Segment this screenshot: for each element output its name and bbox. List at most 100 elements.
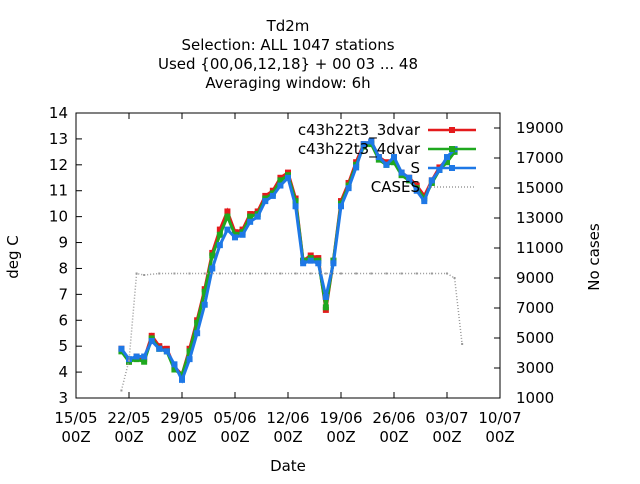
data-point-21 [269, 192, 276, 199]
cases-point-9 [218, 272, 221, 275]
data-point-22 [277, 177, 284, 184]
x-tick-label: 00Z [114, 428, 143, 446]
cases-point-6 [173, 272, 176, 275]
data-point-27 [315, 260, 322, 267]
cases-point-4 [143, 274, 146, 276]
legend-marker-2 [449, 146, 455, 152]
cases-point-25 [453, 277, 456, 279]
x-tick-label: 22/05 [107, 409, 150, 427]
data-point-18 [247, 218, 254, 225]
cases-point-22 [415, 272, 418, 275]
data-point-34 [368, 138, 375, 145]
cases-point-21 [400, 272, 403, 275]
x-tick-label: 00Z [379, 428, 408, 446]
cases-point-7 [188, 272, 191, 275]
cases-point-12 [264, 272, 267, 275]
data-point-11 [194, 319, 201, 326]
y-axis-label: deg C [4, 235, 22, 279]
data-point-29 [330, 260, 337, 267]
cases-point-1 [120, 389, 123, 392]
legend-marker-3 [449, 165, 455, 171]
data-point-35 [375, 154, 382, 161]
data-point-9 [179, 376, 185, 383]
cases-point-11 [249, 272, 252, 275]
data-point-10 [186, 356, 193, 363]
x-tick-label: 29/05 [160, 409, 203, 427]
data-point-1 [118, 345, 125, 352]
data-point-15 [224, 208, 231, 215]
title-line-2: Selection: ALL 1047 stations [181, 36, 394, 54]
data-point-28 [322, 293, 329, 300]
x-tick-label: 10/07 [478, 409, 521, 427]
cases-point-18 [355, 272, 358, 275]
data-point-42 [428, 177, 435, 184]
data-point-40 [413, 187, 420, 194]
cases-point-23 [430, 272, 433, 275]
y-tick-label: 12 [49, 156, 68, 174]
x-tick-label: 15/05 [54, 409, 97, 427]
cases-point-2 [128, 359, 130, 362]
y2-tick-label: 9000 [516, 269, 554, 287]
data-point-41 [421, 198, 428, 205]
legend-label-1: c43h22t3_3dvar [298, 121, 421, 140]
data-point-43 [436, 167, 443, 173]
y-tick-label: 3 [58, 389, 68, 407]
legend-label-3: S [410, 159, 420, 177]
x-tick-label: 00Z [326, 428, 355, 446]
y2-tick-label: 19000 [516, 119, 564, 137]
data-point-23 [285, 174, 291, 181]
title-line-4: Averaging window: 6h [205, 74, 370, 92]
data-point-16 [232, 234, 238, 241]
data-point-14 [216, 226, 223, 233]
data-point-12 [201, 301, 208, 308]
y-tick-label: 6 [58, 311, 68, 329]
data-point-39 [406, 174, 413, 181]
data-point-4 [141, 353, 148, 360]
data-point-33 [360, 141, 367, 148]
y2-tick-label: 1000 [516, 389, 554, 407]
y2-tick-label: 5000 [516, 329, 554, 347]
data-point-44 [444, 154, 450, 161]
y-tick-label: 11 [49, 182, 68, 200]
y-tick-label: 14 [49, 104, 68, 122]
x-tick-label: 12/06 [266, 409, 309, 427]
x-tick-label: 26/06 [372, 409, 415, 427]
x-tick-label: 00Z [432, 428, 461, 446]
x-tick-label: 03/07 [425, 409, 468, 427]
cases-point-3 [135, 272, 138, 275]
x-tick-label: 00Z [485, 428, 514, 446]
data-point-28 [322, 304, 329, 311]
x-axis-ticks: 15/0500Z22/0500Z29/0500Z05/0600Z12/0600Z… [54, 113, 522, 446]
data-point-13 [209, 265, 216, 272]
data-point-10 [186, 348, 193, 355]
data-point-26 [307, 257, 314, 264]
y-tick-label: 7 [58, 285, 68, 303]
x-tick-label: 00Z [273, 428, 302, 446]
data-point-11 [194, 330, 201, 337]
cases-point-20 [385, 272, 388, 275]
data-point-8 [171, 361, 178, 368]
x-tick-label: 00Z [61, 428, 90, 446]
series-line [120, 272, 463, 391]
title-line-3: Used {00,06,12,18} + 00 03 ... 48 [158, 55, 418, 73]
data-point-8 [171, 366, 178, 373]
y2-tick-label: 15000 [516, 179, 564, 197]
data-point-13 [209, 252, 216, 259]
data-point-14 [216, 231, 223, 238]
y2-tick-label: 7000 [516, 299, 554, 317]
cases-point-15 [309, 272, 312, 275]
series-3 [118, 138, 458, 384]
cases-point-14 [294, 272, 297, 275]
data-point-12 [201, 288, 208, 295]
series-group [118, 138, 464, 392]
cases-point-19 [370, 272, 373, 275]
data-point-3 [133, 353, 140, 360]
y2-tick-label: 13000 [516, 209, 564, 227]
data-point-38 [398, 169, 405, 176]
y2-tick-label: 11000 [516, 239, 564, 257]
y-tick-label: 9 [58, 234, 68, 252]
